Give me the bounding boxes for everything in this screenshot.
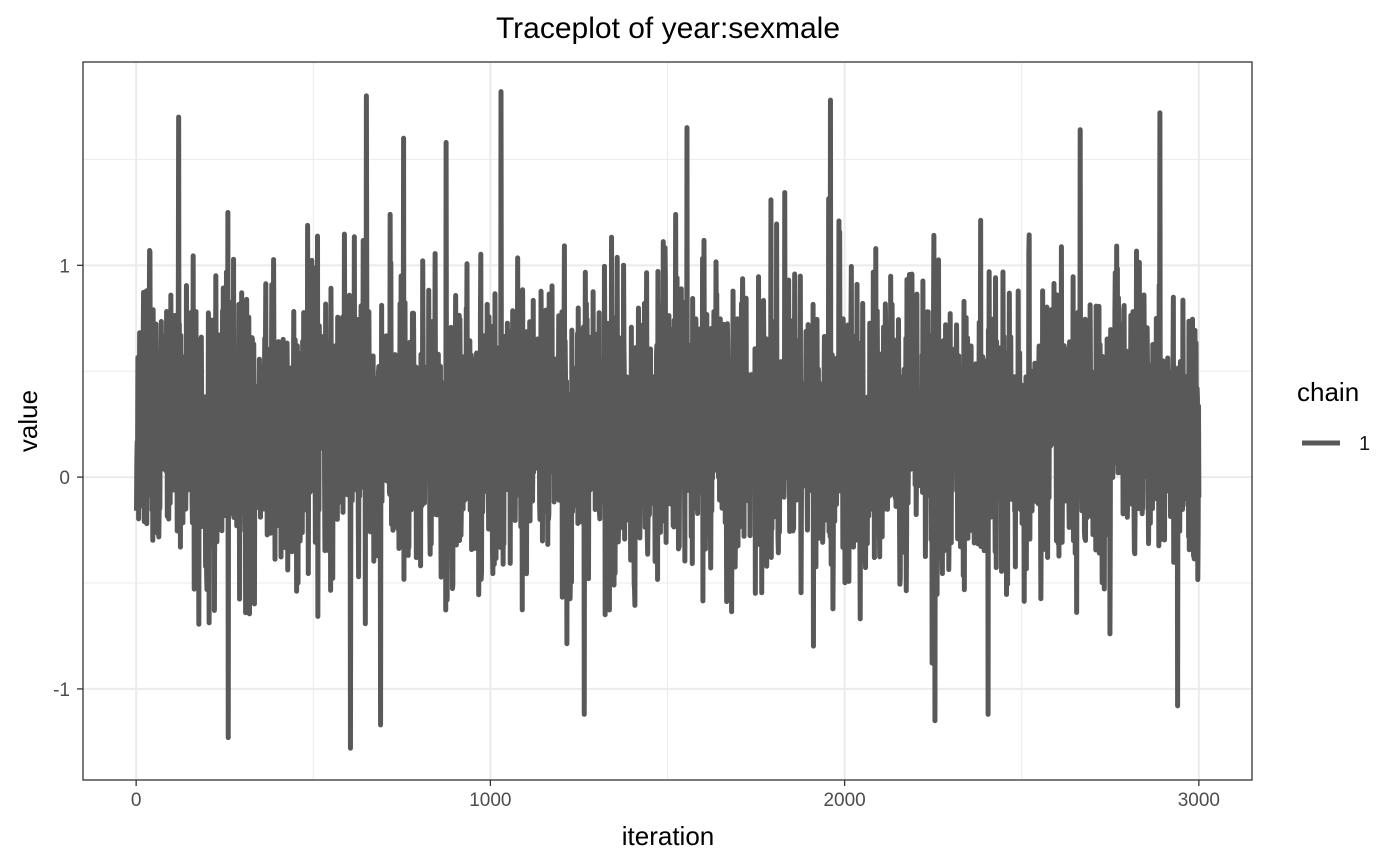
x-axis-title: iteration bbox=[622, 821, 715, 851]
trace-line-chain-1 bbox=[133, 89, 1202, 751]
x-tick-label: 0 bbox=[131, 790, 142, 811]
x-tick-label: 3000 bbox=[1178, 790, 1220, 811]
chart-title: Traceplot of year:sexmale bbox=[496, 12, 840, 45]
x-tick-label: 2000 bbox=[823, 790, 865, 811]
y-axis-title: value bbox=[13, 390, 43, 452]
y-tick-label: 0 bbox=[59, 468, 70, 489]
legend-title: chain bbox=[1297, 377, 1359, 407]
series-layer bbox=[133, 89, 1202, 751]
legend-entry-label: 1 bbox=[1359, 433, 1370, 455]
panel-border bbox=[82, 61, 1253, 781]
y-axis-ticks: -1 0 1 bbox=[53, 256, 83, 701]
y-tick-label: -1 bbox=[53, 680, 70, 701]
x-tick-label: 1000 bbox=[469, 790, 511, 811]
plot-panel bbox=[82, 61, 1253, 781]
y-tick-label: 1 bbox=[59, 256, 70, 277]
x-axis-ticks: 0 1000 2000 3000 bbox=[131, 780, 1220, 811]
legend: chain 1 bbox=[1297, 377, 1370, 455]
